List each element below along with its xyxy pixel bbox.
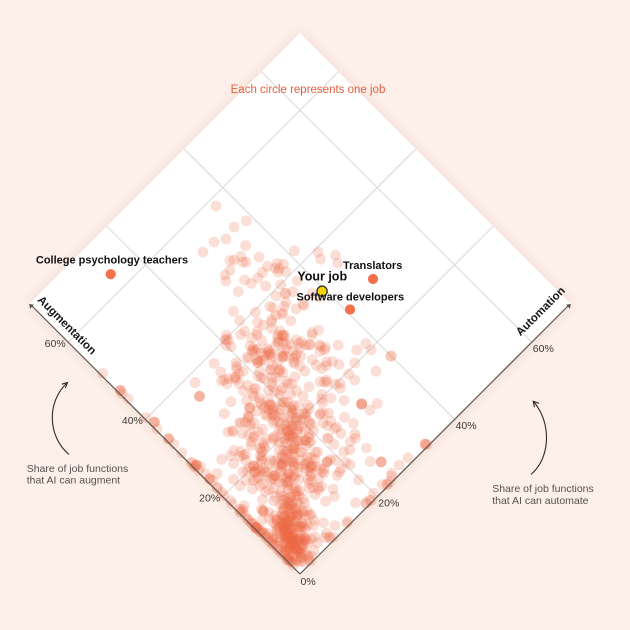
svg-text:Share of job functions: Share of job functions xyxy=(492,483,594,495)
svg-text:Software developers: Software developers xyxy=(297,292,405,304)
svg-text:60%: 60% xyxy=(45,338,66,350)
svg-text:Each circle represents one job: Each circle represents one job xyxy=(231,84,386,96)
svg-text:College psychology teachers: College psychology teachers xyxy=(36,255,188,267)
svg-text:20%: 20% xyxy=(199,492,220,504)
svg-text:Share of job functions: Share of job functions xyxy=(27,463,129,475)
svg-text:40%: 40% xyxy=(456,420,477,432)
svg-text:20%: 20% xyxy=(378,497,399,509)
svg-text:that AI can augment: that AI can augment xyxy=(27,475,120,487)
svg-text:0%: 0% xyxy=(301,576,316,588)
svg-text:Your job: Your job xyxy=(297,270,347,284)
svg-text:that AI can automate: that AI can automate xyxy=(492,495,588,507)
svg-text:60%: 60% xyxy=(533,343,554,355)
svg-text:40%: 40% xyxy=(122,415,143,427)
svg-text:Translators: Translators xyxy=(343,260,402,272)
